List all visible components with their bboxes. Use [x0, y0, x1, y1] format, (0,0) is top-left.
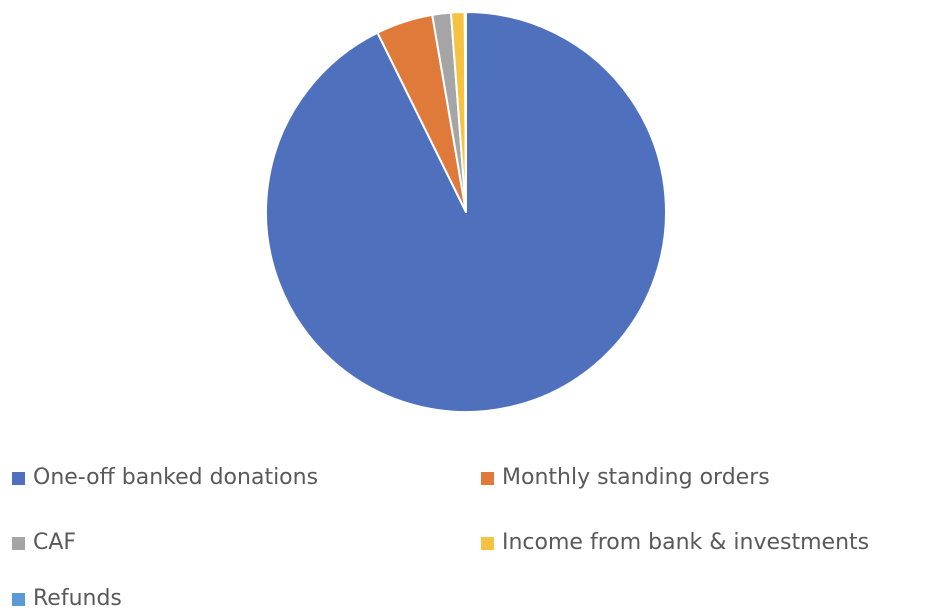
legend-item-caf: CAF [12, 526, 76, 560]
legend-label: Refunds [33, 586, 122, 611]
legend-swatch [12, 592, 25, 606]
chart-legend: One-off banked donations Monthly standin… [0, 455, 938, 611]
legend-item-monthly-standing-orders: Monthly standing orders [481, 461, 770, 495]
pie-chart [265, 10, 667, 413]
legend-item-income-from-bank-investments: Income from bank & investments [481, 526, 869, 560]
legend-swatch [481, 536, 494, 550]
legend-item-refunds: Refunds [12, 582, 122, 616]
legend-label: One-off banked donations [33, 465, 319, 490]
legend-swatch [481, 471, 494, 485]
pie-slices [265, 10, 667, 413]
legend-item-one-off-banked-donations: One-off banked donations [12, 461, 318, 495]
legend-label: CAF [33, 530, 77, 555]
legend-label: Income from bank & investments [502, 530, 870, 555]
legend-swatch [12, 536, 25, 550]
legend-label: Monthly standing orders [502, 465, 770, 490]
pie-slice-refunds [463, 10, 467, 213]
legend-swatch [12, 471, 25, 485]
